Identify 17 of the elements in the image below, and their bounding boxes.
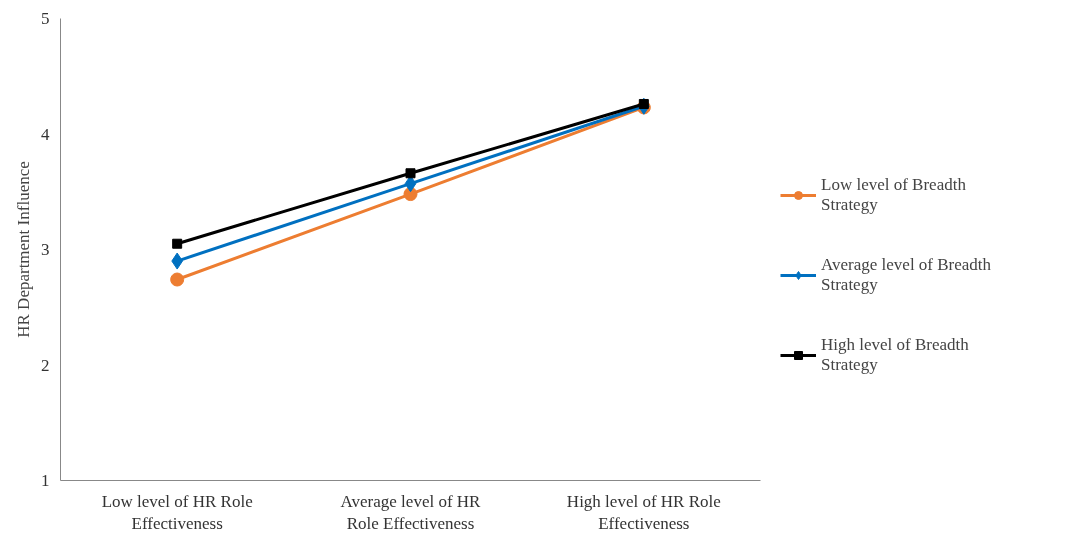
x-tick-label: Low level of HR Role Effectiveness xyxy=(101,491,253,534)
x-tick-label: Average level of HR Role Effectiveness xyxy=(340,491,482,534)
point xyxy=(404,175,417,193)
legend-label: High level of Breadth Strategy xyxy=(821,335,969,375)
y-tick-label: 3 xyxy=(41,240,50,259)
x-tick-label: High level of HR Role Effectiveness xyxy=(566,491,721,534)
y-tick-label: 4 xyxy=(41,124,50,144)
legend-label: Average level of Breadth Strategy xyxy=(821,255,992,295)
legend-label: Low level of Breadth Strategy xyxy=(821,175,966,215)
point xyxy=(172,238,183,249)
point xyxy=(405,168,416,179)
y-tick-label: 5 xyxy=(41,9,50,28)
y-tick-label: 1 xyxy=(41,471,50,490)
y-axis-title: HR Department Influence xyxy=(14,161,33,338)
point xyxy=(170,272,185,287)
point xyxy=(638,98,649,109)
y-tick-label: 2 xyxy=(41,355,50,375)
